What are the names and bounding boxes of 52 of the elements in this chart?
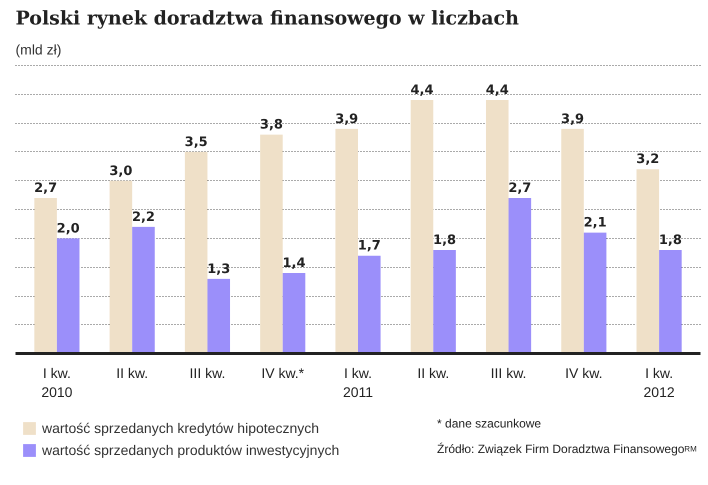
bar	[56, 238, 80, 354]
data-label: 3,2	[636, 152, 660, 168]
x-tick-label: I kw. 2012	[644, 364, 675, 400]
x-tick-label: II kw.	[417, 364, 450, 381]
x-tick-label: I kw. 2011	[342, 364, 374, 400]
chart-title: Polski rynek doradztwa finansowego w liczbach	[16, 8, 520, 30]
bar	[282, 273, 306, 354]
data-label: 4,4	[410, 82, 434, 98]
data-label: 1,3	[207, 262, 230, 277]
bar	[110, 180, 132, 354]
chart-subtitle: (mld zł)	[16, 42, 62, 58]
bar	[433, 250, 456, 354]
text: Źródło: Związek Firm Doradztwa Finansowego	[437, 442, 685, 456]
bar	[584, 232, 606, 354]
x-tick-label: III kw.	[490, 364, 526, 381]
bar	[34, 198, 57, 354]
legend-label: wartość sprzedanych kredytów hipotecznych	[42, 420, 320, 436]
data-label: 4,4	[486, 82, 509, 98]
bar	[508, 198, 532, 354]
x-tick-label: IV kw.*	[261, 364, 305, 381]
bar	[486, 100, 509, 354]
data-label: 2,7	[34, 181, 58, 196]
data-label: 2,7	[508, 181, 532, 196]
bar	[561, 128, 584, 354]
data-label: 2,1	[584, 216, 607, 231]
data-label: 3,5	[184, 134, 208, 150]
bar	[410, 100, 434, 354]
bar	[207, 278, 230, 354]
bar	[358, 256, 381, 354]
bar	[184, 152, 208, 354]
text: * dane szacunkowe	[437, 416, 542, 431]
data-label: 1,7	[358, 238, 381, 254]
data-label: 3,0	[109, 164, 132, 179]
data-label: 1,8	[658, 232, 682, 248]
x-tick-label: II kw.	[116, 364, 148, 381]
data-label: 2,2	[132, 210, 155, 225]
x-tick-label: IV kw.	[565, 364, 603, 381]
data-label: 1,8	[433, 232, 456, 248]
legend-label: wartość sprzedanych produktów inwestycyjnych	[42, 442, 340, 458]
bar	[659, 250, 682, 354]
data-label: 3,9	[335, 112, 358, 127]
data-label: 3,9	[561, 112, 584, 127]
data-label: 1,4	[282, 256, 306, 272]
text: RM	[684, 444, 698, 454]
data-label: 2,0	[56, 221, 80, 236]
x-tick-label: I kw. 2010	[41, 364, 73, 400]
bar	[260, 134, 283, 354]
bar	[335, 128, 358, 354]
x-tick-label: III kw.	[190, 364, 226, 381]
data-label: 3,8	[260, 118, 283, 133]
bar	[636, 169, 660, 354]
bar	[132, 226, 155, 354]
